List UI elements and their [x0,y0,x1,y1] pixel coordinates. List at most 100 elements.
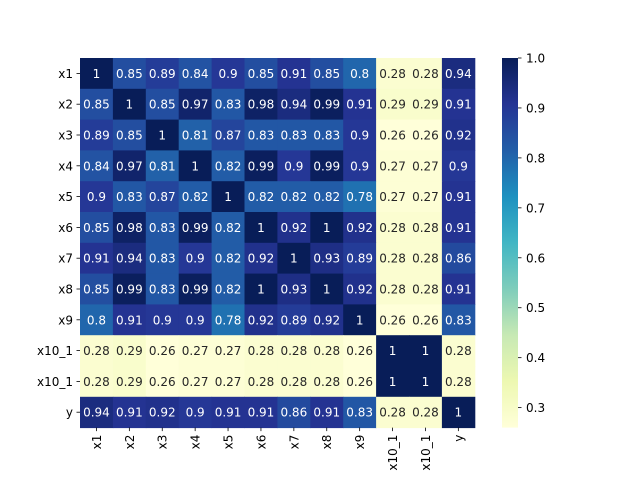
heatmap-cell [409,181,443,213]
heatmap-cell [441,273,476,305]
y-axis: x1 x2 x3 x4 x5 x6 x7 x8 x9 x10_1 x10_1y [37,67,80,420]
heatmap-cell [277,150,311,182]
heatmap-cell [376,212,410,244]
heatmap-cell [178,366,213,398]
heatmap-cell [211,181,245,213]
heatmap-cell [145,242,180,275]
heatmap-cell [441,366,476,398]
cell-annotation: 0.91 [313,406,340,420]
cell-annotation: 0.92 [248,252,275,266]
cell-annotation: 0.28 [379,252,406,266]
x-tick-label: x7 [287,435,301,450]
x-tick-label: x10_1 [419,435,433,471]
cell-annotation: 1 [290,252,298,266]
heatmap-cell [145,119,180,151]
cell-annotation: 1 [257,283,265,297]
cell-annotation: 0.91 [445,190,472,204]
heatmap-cell [244,58,278,90]
cell-annotation: 0.91 [215,406,242,420]
cell-annotation: 0.84 [182,67,209,81]
cell-annotation: 0.85 [248,67,275,81]
heatmap-cell [211,212,245,244]
cell-annotation: 0.83 [149,221,176,235]
cell-annotation: 0.27 [215,375,242,389]
heatmap-cell [112,181,147,213]
heatmap-cell [376,119,410,151]
colorbar-tick-label: 0.4 [526,351,545,365]
heatmap-cell [80,212,114,244]
cell-annotation: 0.8 [350,67,369,81]
cell-annotation: 0.91 [116,406,143,420]
colorbar-ticks: 0.3 0.4 0.5 0.6 0.7 0.8 0.9 1.0 [518,52,545,415]
heatmap-cell [310,273,344,305]
cell-annotation: 1 [422,344,430,358]
heatmap-cell [343,396,377,429]
cell-annotation: 0.28 [248,344,275,358]
cell-annotation: 1 [224,190,232,204]
heatmap-cell [310,58,344,90]
heatmap-cell [376,88,410,121]
heatmap-cell [211,335,245,367]
cell-annotation: 0.8 [87,313,106,327]
heatmap-cell [277,212,311,244]
heatmap-cell [441,58,476,90]
heatmap-cell [441,304,476,336]
heatmap-cell [80,58,114,90]
heatmap-cell [112,150,147,182]
x-axis: x1 x2 x3 x4 x5 x6 x7 x8 x9 x10_1 x10_1 y [90,427,466,471]
heatmap-cell [211,150,245,182]
cell-annotation: 0.83 [149,252,176,266]
heatmap-cell [244,396,278,429]
heatmap-cell [409,304,443,336]
cell-annotation: 0.91 [116,313,143,327]
cell-annotation: 0.28 [379,406,406,420]
heatmap-cell [80,242,114,275]
cell-annotation: 0.86 [445,252,472,266]
cell-annotation: 0.9 [186,406,205,420]
cell-annotation: 0.9 [186,252,205,266]
heatmap-cell [178,273,213,305]
cell-annotation: 0.28 [412,283,439,297]
heatmap-cell [343,181,377,213]
y-tick-label: x1 [58,67,73,81]
heatmap-cell [80,150,114,182]
heatmap-cell [80,181,114,213]
heatmap-cell [277,335,311,367]
heatmap-cell [145,150,180,182]
cell-annotation: 0.99 [248,159,275,173]
x-tick-label: x4 [189,435,203,450]
heatmap-cell [178,88,213,121]
heatmap-cell [145,88,180,121]
heatmap-cell [310,366,344,398]
heatmap-cell [112,58,147,90]
cell-annotation: 0.85 [149,98,176,112]
cell-annotation: 0.83 [116,190,143,204]
cell-annotation: 0.97 [182,98,209,112]
heatmap-cell [409,273,443,305]
heatmap-cell [409,335,443,367]
y-tick-label: y [66,406,73,420]
y-tick-label: x10_1 [37,375,73,389]
heatmap-cell [409,150,443,182]
heatmap-cell [244,88,278,121]
x-tick-label: x10_1 [386,435,400,471]
heatmap-cell [343,273,377,305]
heatmap-cell [244,273,278,305]
heatmap-cell [211,304,245,336]
heatmap-cell [145,58,180,90]
cell-annotation: 0.82 [215,252,242,266]
heatmap-cell [178,335,213,367]
cell-annotation: 0.81 [182,129,209,143]
heatmap-cell [112,119,147,151]
heatmap-cell [80,396,114,429]
cell-annotation: 0.82 [215,159,242,173]
cell-annotation: 0.92 [313,313,340,327]
heatmap-cell [310,396,344,429]
heatmap-cell [343,335,377,367]
cell-annotation: 0.99 [182,221,209,235]
heatmap-cell [244,212,278,244]
x-tick-label: x8 [320,435,334,450]
cell-annotation: 0.28 [412,406,439,420]
heatmap-cell [178,150,213,182]
